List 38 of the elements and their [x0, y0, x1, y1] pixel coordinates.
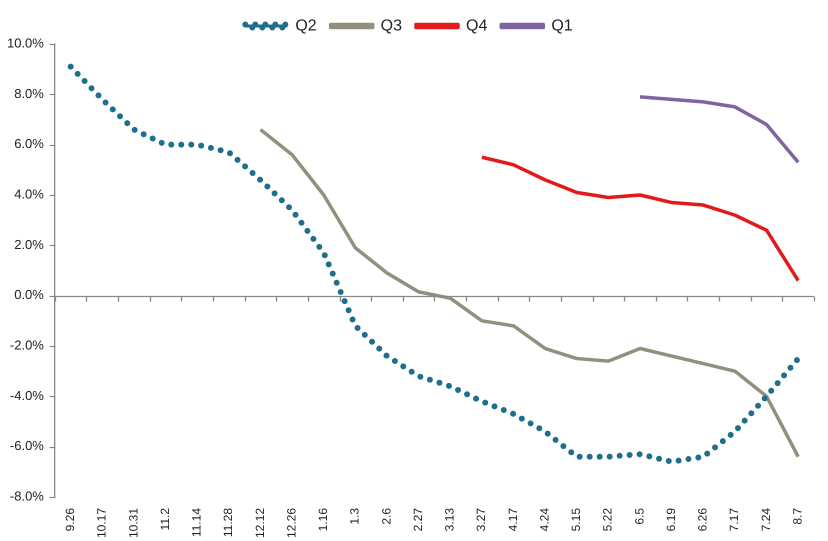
- x-tick-label: 11.2: [158, 508, 172, 530]
- x-tick-label: 3.13: [442, 508, 457, 532]
- y-tick-label: 4.0%: [14, 186, 44, 202]
- x-tick-label: 6.19: [664, 508, 678, 532]
- legend-label: Q1: [551, 17, 573, 34]
- y-tick-label: 0.0%: [14, 287, 44, 302]
- x-tick-label: 4.17: [506, 508, 520, 532]
- x-tick-label: 4.24: [537, 508, 552, 532]
- legend-label: Q3: [380, 17, 402, 34]
- y-tick-label: 8.0%: [14, 86, 44, 101]
- y-tick-label: -6.0%: [10, 438, 44, 454]
- x-tick-label: 5.15: [569, 508, 584, 532]
- x-tick-label: 12.26: [284, 508, 298, 538]
- x-tick-label: 3.27: [474, 508, 488, 532]
- x-tick-label: 2.27: [410, 508, 425, 532]
- y-tick-label: 6.0%: [14, 136, 44, 152]
- legend-label: Q2: [295, 17, 317, 34]
- x-tick-label: 7.17: [727, 508, 742, 532]
- y-tick-label: -2.0%: [10, 338, 44, 353]
- x-tick-label: 1.16: [316, 508, 330, 532]
- x-tick-label: 7.24: [758, 508, 773, 532]
- x-tick-label: 11.28: [221, 508, 236, 538]
- x-tick-label: 10.17: [94, 508, 109, 538]
- x-tick-label: 9.26: [62, 508, 77, 532]
- x-tick-label: 5.22: [600, 508, 615, 532]
- y-tick-label: -8.0%: [10, 488, 44, 504]
- x-tick-label: 11.14: [190, 508, 204, 538]
- x-tick-label: 10.31: [126, 508, 140, 538]
- x-tick-label: 6.5: [632, 508, 646, 525]
- legend-label: Q4: [466, 17, 488, 34]
- x-tick-label: 2.6: [379, 508, 394, 525]
- y-tick-label: 10.0%: [6, 36, 44, 51]
- x-tick-label: 12.12: [252, 508, 267, 538]
- x-tick-label: 8.7: [790, 508, 804, 525]
- x-tick-label: 1.3: [348, 508, 362, 525]
- y-tick-label: -4.0%: [10, 388, 44, 403]
- x-tick-label: 6.26: [696, 508, 710, 532]
- y-tick-label: 2.0%: [14, 236, 44, 252]
